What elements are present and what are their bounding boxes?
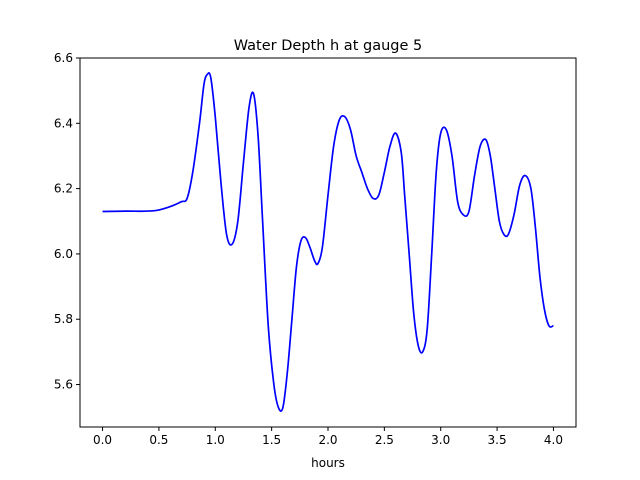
x-tick-label: 3.5 — [488, 433, 507, 447]
y-tick-label: 5.8 — [54, 312, 73, 326]
y-tick-label: 6.0 — [54, 247, 73, 261]
x-tick-label: 2.0 — [318, 433, 337, 447]
y-tick-label: 6.4 — [54, 116, 73, 130]
x-tick-label: 0.0 — [93, 433, 112, 447]
series-line-0 — [102, 72, 554, 412]
chart-title: Water Depth h at gauge 5 — [234, 38, 422, 54]
x-tick-label: 3.0 — [431, 433, 450, 447]
y-tick-label: 5.6 — [54, 378, 73, 392]
x-tick-label: 4.0 — [544, 433, 563, 447]
x-tick-label: 1.5 — [262, 433, 281, 447]
y-tick-label: 6.2 — [54, 182, 73, 196]
x-axis-label: hours — [311, 456, 345, 470]
x-tick-label: 2.5 — [375, 433, 394, 447]
x-tick-label: 1.0 — [206, 433, 225, 447]
x-tick-label: 0.5 — [149, 433, 168, 447]
y-tick-label: 6.6 — [54, 51, 73, 65]
